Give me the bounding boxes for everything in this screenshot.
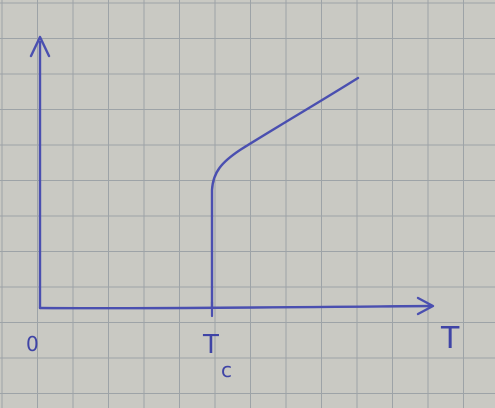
origin-label: 0 bbox=[26, 332, 39, 356]
y-axis-arrowhead bbox=[29, 35, 51, 58]
order-parameter-curve bbox=[210, 76, 360, 310]
tc-label-subscript: c bbox=[221, 358, 232, 382]
x-axis-arrowhead bbox=[416, 296, 435, 316]
x-axis-label: T bbox=[441, 321, 460, 356]
tc-label-main: T bbox=[203, 330, 219, 360]
x-axis-line bbox=[38, 304, 432, 310]
